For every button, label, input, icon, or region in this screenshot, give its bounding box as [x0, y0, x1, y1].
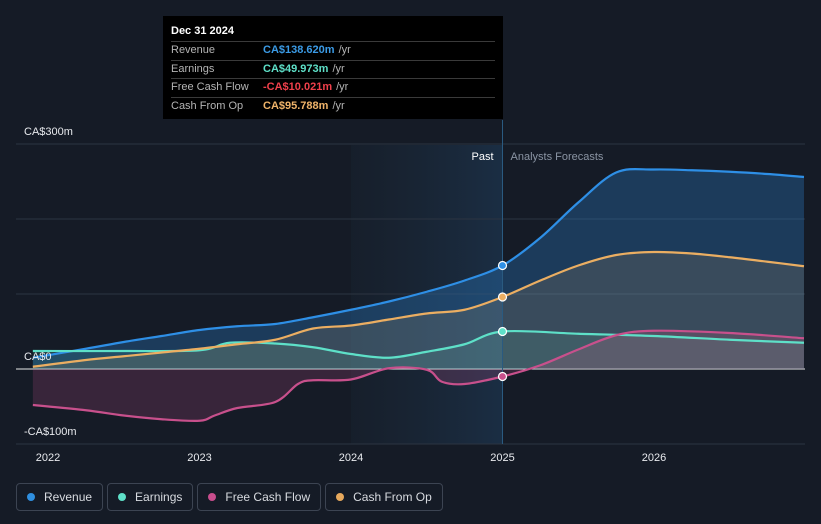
x-tick-label: 2023 — [187, 452, 211, 464]
legend-label: Earnings — [135, 490, 183, 504]
tooltip-unit: /yr — [336, 81, 349, 93]
cash-from-op-dot-icon — [336, 493, 345, 501]
legend-label: Revenue — [44, 490, 93, 504]
x-tick-label: 2024 — [339, 452, 363, 464]
tooltip-label: Free Cash Flow — [171, 81, 249, 93]
free-cash-flow-dot-icon — [208, 493, 217, 501]
forecast-label: Analysts Forecasts — [511, 151, 604, 163]
x-tick-label: 2025 — [490, 452, 514, 464]
past-label: Past — [471, 151, 493, 163]
free-cash-flow-area — [32, 330, 804, 421]
earnings-dot-icon — [118, 493, 127, 501]
revenue-dot-icon — [27, 493, 35, 501]
legend-item-free-cash-flow[interactable]: Free Cash Flow — [197, 483, 322, 511]
legend-item-cash-from-op[interactable]: Cash From Op — [325, 483, 443, 511]
tooltip-row-free-cash-flow: Free Cash Flow -CA$10.021m /yr — [171, 79, 495, 98]
revenue-area — [32, 169, 804, 369]
tooltip-unit: /yr — [332, 62, 345, 75]
y-tick-label: -CA$100m — [24, 426, 77, 438]
legend-item-revenue[interactable]: Revenue — [16, 483, 104, 511]
tooltip-label: Cash From Op — [171, 99, 244, 112]
free-cash-flow-line — [32, 329, 805, 423]
tooltip-value: CA$95.788m — [263, 99, 329, 112]
tooltip-row-cash-from-op: Cash From Op CA$95.788m /yr — [171, 98, 495, 116]
legend: Revenue Earnings Free Cash Flow Cash Fro… — [16, 483, 447, 511]
cash-from-op-area — [32, 251, 804, 369]
tooltip-date: Dec 31 2024 — [171, 24, 495, 42]
cash-from-op-line — [32, 250, 805, 368]
earnings-area — [32, 330, 804, 369]
y-tick-label: CA$300m — [24, 126, 73, 138]
revenue-marker — [497, 260, 508, 271]
tooltip-value: CA$49.973m — [263, 62, 329, 75]
legend-item-earnings[interactable]: Earnings — [107, 483, 194, 511]
tooltip-row-earnings: Earnings CA$49.973m /yr — [171, 61, 495, 79]
earnings-line — [32, 329, 805, 359]
y-tick-label: CA$0 — [24, 351, 52, 363]
tooltip-row-revenue: Revenue CA$138.620m /yr — [171, 42, 495, 61]
tooltip-value: -CA$10.021m — [263, 81, 333, 93]
tooltip-unit: /yr — [338, 44, 351, 56]
legend-label: Cash From Op — [353, 490, 432, 504]
revenue-line — [32, 167, 805, 359]
cash-from-op-marker — [497, 292, 508, 302]
tooltip-unit: /yr — [332, 99, 345, 112]
tooltip-value: CA$138.620m — [263, 44, 335, 56]
earnings-marker — [497, 326, 508, 337]
tooltip-label: Earnings — [171, 62, 215, 75]
tooltip: Dec 31 2024 Revenue CA$138.620m /yr Earn… — [163, 16, 503, 119]
x-tick-label: 2026 — [642, 452, 666, 464]
free-cash-flow-marker — [497, 371, 508, 382]
x-tick-label: 2022 — [36, 452, 60, 464]
tooltip-label: Revenue — [171, 44, 216, 56]
legend-label: Free Cash Flow — [225, 490, 311, 504]
